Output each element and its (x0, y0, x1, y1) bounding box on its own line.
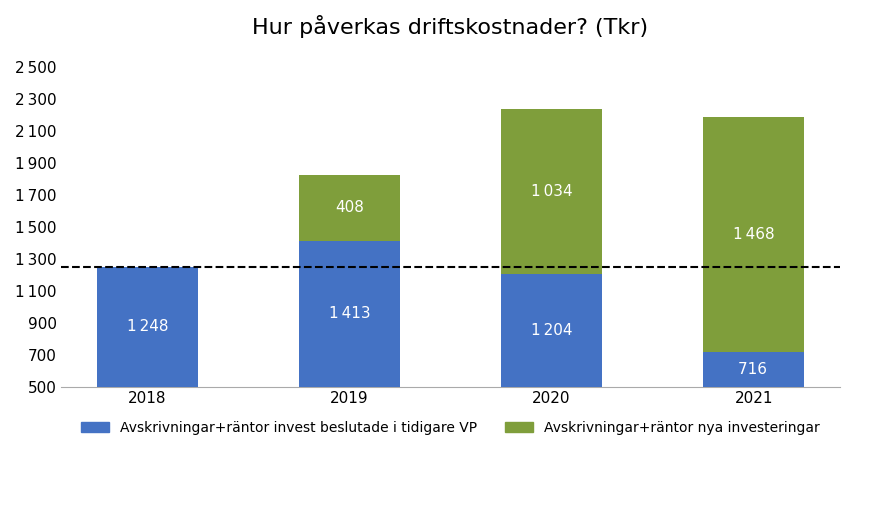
Bar (299, 175, 400, 240)
Bar (703, 117, 804, 352)
Bar (299, 240, 400, 386)
Text: 716: 716 (738, 362, 770, 377)
Text: 408: 408 (335, 200, 364, 216)
Title: Hur påverkas driftskostnader? (Tkr): Hur påverkas driftskostnader? (Tkr) (253, 15, 649, 38)
Bar (501, 274, 602, 386)
Text: 1 248: 1 248 (127, 319, 168, 334)
Text: 1 468: 1 468 (733, 227, 774, 242)
Text: 1 413: 1 413 (329, 306, 370, 321)
Text: 1 204: 1 204 (531, 323, 572, 338)
Bar (97, 267, 198, 386)
Legend: Avskrivningar+räntor invest beslutade i tidigare VP, Avskrivningar+räntor nya in: Avskrivningar+räntor invest beslutade i … (75, 415, 825, 440)
Bar (703, 352, 804, 386)
Text: 1 034: 1 034 (531, 184, 572, 199)
Bar (501, 109, 602, 274)
